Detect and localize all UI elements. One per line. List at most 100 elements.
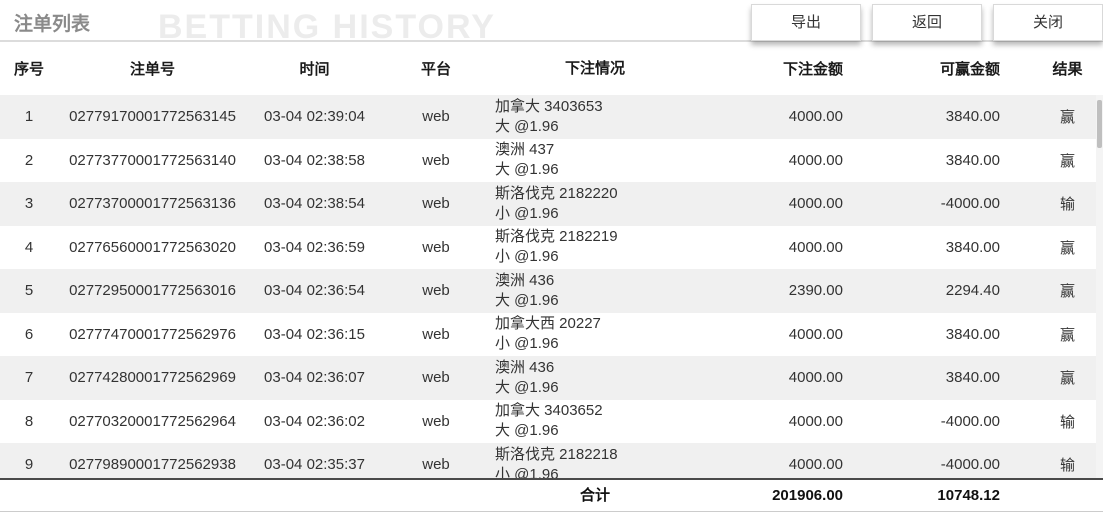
cell-time: 03-04 02:36:15	[264, 325, 365, 343]
table-body: 1 02779170001772563145 03-04 02:39:04 we…	[0, 95, 1103, 478]
cell-bet-amount: 2390.00	[788, 282, 843, 300]
cell-no: 6	[24, 325, 34, 343]
cell-platform: web	[422, 456, 450, 474]
table-footer-row: 合计 201906.00 10748.12	[0, 478, 1103, 512]
cell-detail-line1: 加拿大 3403652	[495, 402, 603, 420]
cell-detail-line2: 小 @1.96	[495, 465, 559, 478]
cell-no: 8	[24, 412, 34, 430]
cell-bet-id: 02779170001772563145	[69, 108, 236, 126]
header-time: 时间	[299, 61, 330, 78]
cell-result: 输	[1059, 457, 1075, 475]
toolbar: 导出 返回 关闭	[751, 4, 1103, 41]
header-bet-id: 注单号	[129, 61, 175, 78]
cell-platform: web	[422, 369, 450, 387]
cell-detail-line1: 斯洛伐克 2182219	[495, 228, 618, 246]
cell-detail: 澳洲 436 大 @1.96	[490, 358, 700, 398]
cell-platform: web	[422, 282, 450, 300]
scrollbar-track[interactable]	[1096, 95, 1103, 478]
cell-platform: web	[422, 108, 450, 126]
cell-result: 赢	[1059, 326, 1075, 344]
total-bet-amount: 201906.00	[772, 487, 843, 504]
cell-detail-line1: 澳洲 437	[495, 141, 555, 159]
cell-detail-line1: 澳洲 436	[495, 358, 555, 376]
cell-result: 赢	[1059, 283, 1075, 301]
table-row: 9 02779890001772562938 03-04 02:35:37 we…	[0, 443, 1103, 478]
cell-win-amount: -4000.00	[940, 456, 1000, 474]
back-button[interactable]: 返回	[872, 4, 982, 41]
cell-result: 赢	[1059, 152, 1075, 170]
cell-detail-line2: 大 @1.96	[495, 291, 559, 309]
cell-detail: 斯洛伐克 2182220 小 @1.96	[490, 184, 700, 224]
cell-no: 9	[24, 456, 34, 474]
cell-time: 03-04 02:36:59	[264, 238, 365, 256]
cell-bet-amount: 4000.00	[788, 238, 843, 256]
cell-bet-id: 02772950001772563016	[69, 282, 236, 300]
close-button[interactable]: 关闭	[993, 4, 1103, 41]
cell-win-amount: 3840.00	[945, 325, 1000, 343]
cell-time: 03-04 02:36:02	[264, 412, 365, 430]
cell-no: 4	[24, 238, 34, 256]
cell-detail-line2: 大 @1.96	[495, 422, 559, 440]
cell-platform: web	[422, 412, 450, 430]
cell-time: 03-04 02:39:04	[264, 108, 365, 126]
cell-detail: 加拿大西 20227 小 @1.96	[490, 314, 700, 354]
cell-bet-amount: 4000.00	[788, 325, 843, 343]
cell-time: 03-04 02:38:58	[264, 151, 365, 169]
cell-bet-amount: 4000.00	[788, 369, 843, 387]
table-row: 8 02770320001772562964 03-04 02:36:02 we…	[0, 399, 1103, 443]
cell-win-amount: 3840.00	[945, 108, 1000, 126]
cell-bet-amount: 4000.00	[788, 456, 843, 474]
header-detail: 下注情况	[564, 59, 625, 77]
cell-bet-id: 02777470001772562976	[69, 325, 236, 343]
cell-platform: web	[422, 238, 450, 256]
cell-result: 赢	[1059, 370, 1075, 388]
cell-detail: 斯洛伐克 2182218 小 @1.96	[490, 445, 700, 478]
cell-bet-id: 02773700001772563136	[69, 195, 236, 213]
cell-win-amount: 2294.40	[945, 282, 1000, 300]
cell-detail-line1: 澳洲 436	[495, 271, 555, 289]
cell-detail-line1: 斯洛伐克 2182220	[495, 184, 618, 202]
table-row: 5 02772950001772563016 03-04 02:36:54 we…	[0, 269, 1103, 313]
cell-detail-line1: 加拿大西 20227	[495, 315, 601, 333]
cell-detail-line2: 小 @1.96	[495, 204, 559, 222]
table-row: 2 02773770001772563140 03-04 02:38:58 we…	[0, 138, 1103, 182]
cell-no: 7	[24, 369, 34, 387]
scrollbar-thumb[interactable]	[1097, 100, 1102, 148]
cell-bet-amount: 4000.00	[788, 195, 843, 213]
cell-win-amount: 3840.00	[945, 369, 1000, 387]
cell-bet-amount: 4000.00	[788, 108, 843, 126]
cell-platform: web	[422, 151, 450, 169]
cell-no: 2	[24, 151, 34, 169]
cell-no: 1	[24, 108, 34, 126]
cell-detail-line2: 大 @1.96	[495, 161, 559, 179]
table-row: 4 02776560001772563020 03-04 02:36:59 we…	[0, 225, 1103, 269]
cell-no: 5	[24, 282, 34, 300]
cell-platform: web	[422, 325, 450, 343]
cell-bet-amount: 4000.00	[788, 412, 843, 430]
cell-detail-line2: 大 @1.96	[495, 378, 559, 396]
cell-bet-id: 02773770001772563140	[69, 151, 236, 169]
header-no: 序号	[13, 61, 44, 78]
cell-detail: 澳洲 436 大 @1.96	[490, 271, 700, 311]
cell-time: 03-04 02:38:54	[264, 195, 365, 213]
cell-bet-amount: 4000.00	[788, 151, 843, 169]
title-bar: 注单列表 导出 返回 关闭	[0, 0, 1103, 42]
cell-time: 03-04 02:36:07	[264, 369, 365, 387]
cell-detail-line2: 小 @1.96	[495, 335, 559, 353]
cell-detail: 澳洲 437 大 @1.96	[490, 140, 700, 180]
cell-win-amount: -4000.00	[940, 195, 1000, 213]
cell-result: 输	[1059, 196, 1075, 214]
cell-bet-id: 02770320001772562964	[69, 412, 236, 430]
cell-win-amount: -4000.00	[940, 412, 1000, 430]
cell-win-amount: 3840.00	[945, 238, 1000, 256]
export-button[interactable]: 导出	[751, 4, 861, 41]
cell-detail-line1: 斯洛伐克 2182218	[495, 445, 618, 463]
header-result: 结果	[1052, 61, 1083, 78]
cell-platform: web	[422, 195, 450, 213]
cell-detail: 斯洛伐克 2182219 小 @1.96	[490, 227, 700, 267]
cell-time: 03-04 02:36:54	[264, 282, 365, 300]
cell-detail-line2: 小 @1.96	[495, 248, 559, 266]
cell-bet-id: 02774280001772562969	[69, 369, 236, 387]
cell-time: 03-04 02:35:37	[264, 456, 365, 474]
